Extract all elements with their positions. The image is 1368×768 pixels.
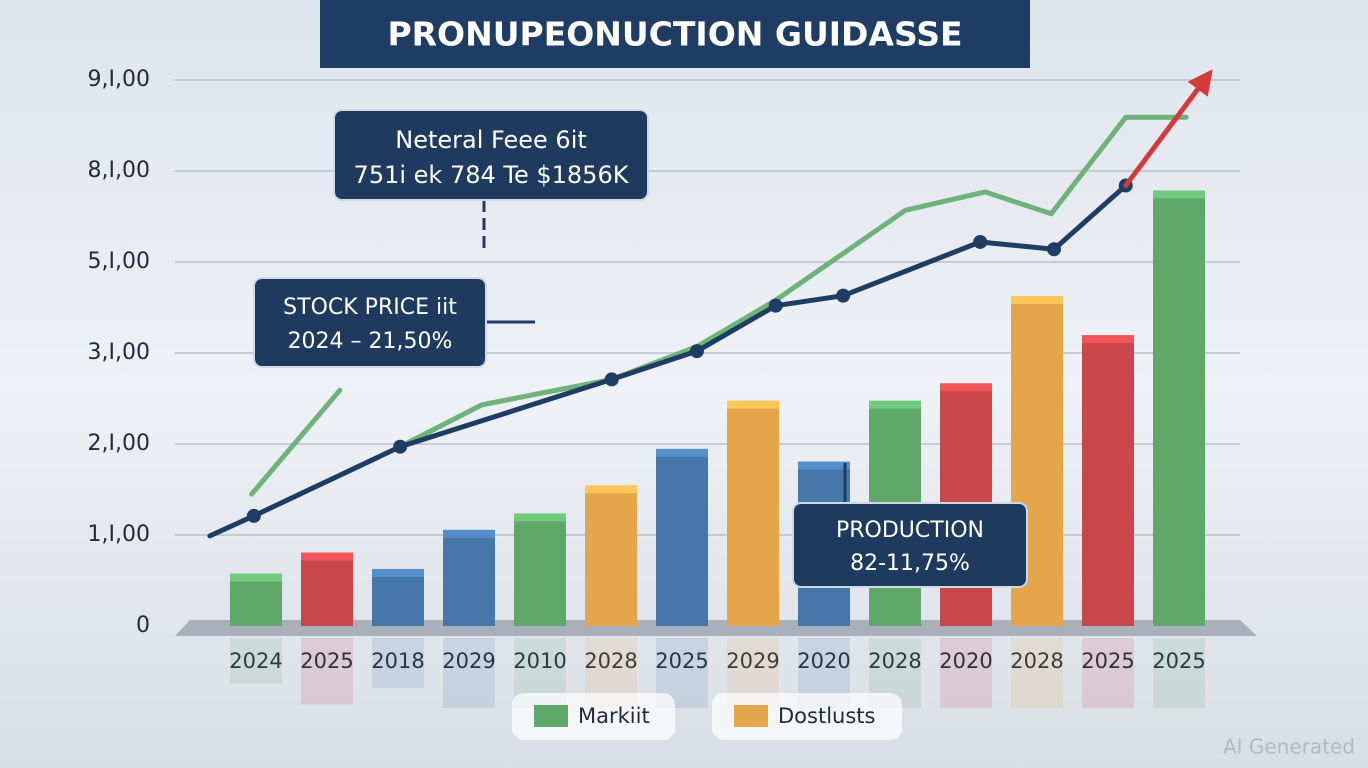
x-tick-label: 2029 (726, 649, 779, 673)
annotation-text: 751i ek 784 Te $1856K (354, 161, 630, 189)
line (1123, 69, 1213, 189)
line (207, 183, 1129, 539)
bar (656, 455, 708, 626)
annotation-text: 2024 – 21,50% (288, 329, 453, 354)
bar-top (727, 400, 779, 409)
annotation-text: Neteral Feee 6it (395, 126, 587, 154)
y-tick-label: 1,I,00 (88, 522, 150, 547)
bar-reflection (1153, 638, 1205, 708)
bar-top (1153, 190, 1205, 199)
line (249, 114, 1189, 497)
annotation-box (792, 502, 1028, 588)
annotation: Neteral Feee 6it 751i ek 784 Te $1856K (333, 109, 649, 201)
x-tick-label: 2025 (300, 649, 353, 673)
bar-top (443, 529, 495, 538)
annotation: PRODUCTION 82-11,75% (792, 502, 1028, 588)
bar (372, 575, 424, 626)
bar-top (940, 383, 992, 392)
annotation-box (333, 109, 649, 201)
legend-label: Dostlusts (778, 704, 875, 728)
x-tick-label: 2028 (868, 649, 921, 673)
annotation-text: PRODUCTION (836, 518, 984, 543)
bar-top (1011, 295, 1063, 304)
y-tick-label: 2,I,00 (88, 431, 150, 456)
line-marker (836, 288, 851, 303)
y-tick-label: 5,I,00 (88, 249, 150, 274)
line-marker (604, 372, 619, 387)
chart-title: PRONUPEONUCTION GUIDASSE (387, 15, 962, 54)
y-tick-label: 3,I,00 (88, 340, 150, 365)
bar (301, 559, 353, 626)
legend-label: Markiit (578, 704, 650, 728)
bar-reflection (230, 638, 282, 684)
bar-reflection (443, 638, 495, 708)
y-tick-label: 8,I,00 (88, 158, 150, 183)
bar-reflection (1082, 638, 1134, 708)
bar-top (798, 461, 850, 470)
bar (1153, 197, 1205, 626)
x-tick-label: 2018 (371, 649, 424, 673)
bar-top (656, 448, 708, 457)
line-marker (689, 344, 704, 359)
bar-reflection (940, 638, 992, 708)
x-tick-label: 2010 (513, 649, 566, 673)
bar-top (372, 568, 424, 577)
line-marker (393, 439, 408, 454)
bar (1082, 342, 1134, 626)
x-tick-label: 2028 (584, 649, 637, 673)
bar-reflection (372, 638, 424, 689)
bar-top (869, 400, 921, 409)
watermark: AI Generated (1223, 735, 1355, 759)
line-marker (246, 508, 261, 523)
line-marker (768, 298, 783, 313)
x-tick-label: 2028 (1010, 649, 1063, 673)
bar-top (585, 485, 637, 494)
bar-top (230, 573, 282, 582)
bar-top (1082, 335, 1134, 344)
x-tick-label: 2025 (655, 649, 708, 673)
legend-box (712, 693, 902, 740)
x-tick-label: 2025 (1152, 649, 1205, 673)
annotation-text: 82-11,75% (850, 551, 970, 576)
y-tick-label: 9,I,00 (88, 67, 150, 92)
bar (230, 580, 282, 626)
x-tick-label: 2024 (229, 649, 282, 673)
legend-box (512, 693, 675, 740)
bar-reflection (301, 638, 353, 705)
bar-top (301, 552, 353, 561)
bar (514, 520, 566, 626)
legend-swatch (534, 705, 568, 727)
x-tick-label: 2020 (797, 649, 850, 673)
x-tick-label: 2025 (1081, 649, 1134, 673)
annotation: STOCK PRICE iit 2024 – 21,50% (253, 277, 487, 368)
bar (585, 492, 637, 626)
line-marker (973, 234, 988, 249)
y-tick-label: 0 (136, 613, 150, 638)
bar-reflection (1011, 638, 1063, 708)
bar (727, 407, 779, 626)
legend-swatch (734, 705, 768, 727)
bar-top (514, 513, 566, 522)
annotation-text: STOCK PRICE iit (283, 295, 457, 320)
line-marker (1047, 242, 1062, 257)
x-tick-label: 2029 (442, 649, 495, 673)
bar (443, 536, 495, 626)
x-tick-label: 2020 (939, 649, 992, 673)
title-banner (320, 0, 1030, 68)
annotation-box (253, 277, 487, 368)
